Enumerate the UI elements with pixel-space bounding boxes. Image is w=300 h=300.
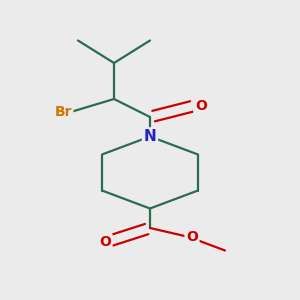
Text: O: O (99, 235, 111, 248)
Text: Br: Br (54, 106, 72, 119)
Text: O: O (186, 230, 198, 244)
Text: N: N (144, 129, 156, 144)
Text: O: O (195, 99, 207, 112)
